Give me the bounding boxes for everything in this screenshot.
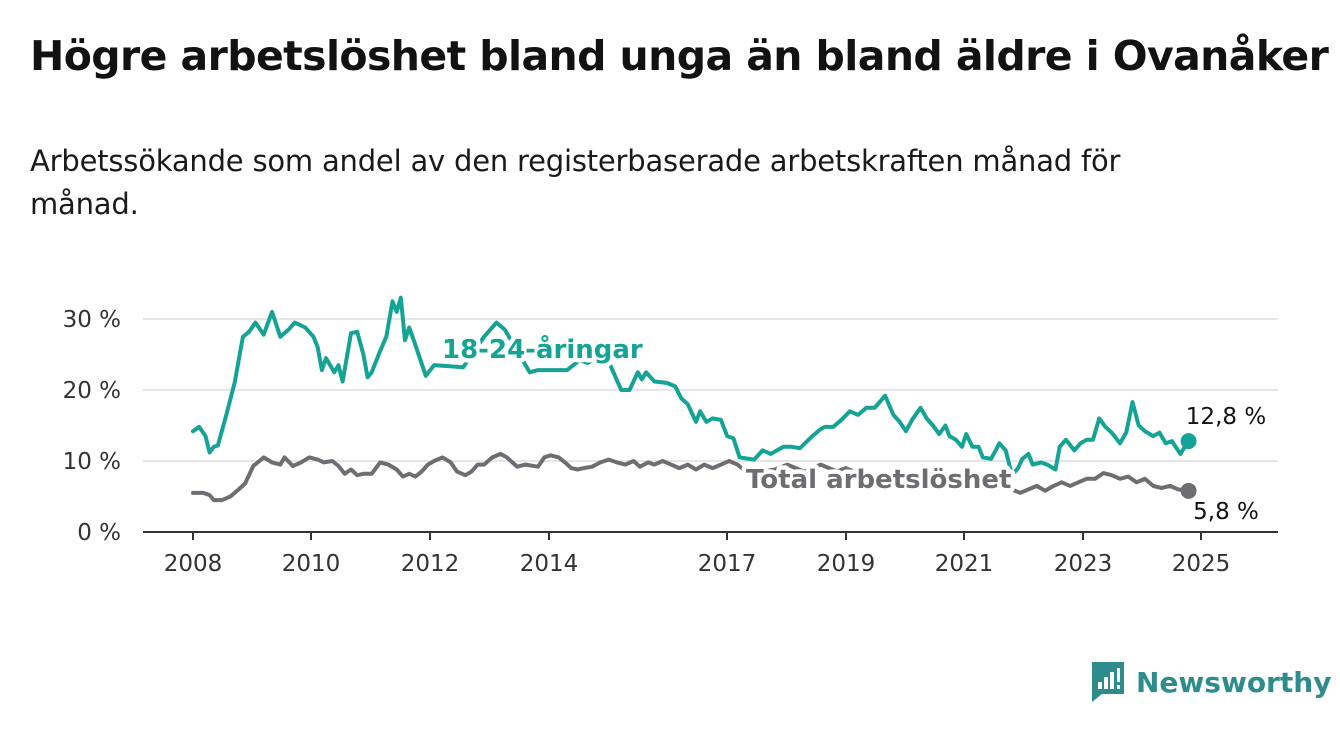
x-tick-label: 2012 [401, 551, 460, 577]
series-line-18-24 [191, 295, 1191, 478]
newsworthy-logo-icon [1092, 662, 1124, 702]
x-tick-label: 2014 [520, 551, 579, 577]
x-tick-label: 2021 [935, 551, 994, 577]
x-tick-label: 2023 [1054, 551, 1113, 577]
x-axis: 2008 2010 2012 2014 2017 2019 2021 2023 2025 [143, 531, 1278, 577]
x-tick-label: 2008 [164, 551, 223, 577]
end-point-total [1180, 482, 1197, 499]
y-tick-label: 20 % [63, 378, 121, 404]
x-tick-label: 2025 [1172, 551, 1231, 577]
end-label-total-halo: 5,8 % [1193, 499, 1259, 525]
end-label-total: 5,8 % [1193, 499, 1259, 525]
newsworthy-logo[interactable]: Newsworthy [1090, 660, 1331, 704]
x-tick-label: 2017 [698, 551, 757, 577]
end-label-18-24-halo: 12,8 % [1186, 404, 1266, 430]
end-point-18-24 [1180, 433, 1197, 450]
y-tick-label: 0 % [77, 520, 121, 546]
chart-title: Högre arbetslöshet bland unga än bland ä… [30, 32, 1329, 80]
series-lines [191, 295, 1197, 503]
series-label-18-24: 18-24-åringar [442, 333, 643, 365]
series-line-total [191, 451, 1191, 503]
logo-text: Newsworthy [1136, 665, 1332, 699]
series-label-total: Total arbetslöshet [746, 465, 1011, 495]
y-tick-label: 30 % [63, 307, 121, 333]
y-axis-ticks: 0 % 10 % 20 % 30 % [63, 307, 121, 546]
chart-subtitle: Arbetssökande som andel av den registerb… [30, 144, 1121, 221]
y-tick-label: 10 % [63, 449, 121, 475]
end-label-18-24: 12,8 % [1186, 404, 1266, 430]
x-tick-label: 2010 [282, 551, 341, 577]
series-label-total-halo: Total arbetslöshet [746, 465, 1011, 495]
x-tick-label: 2019 [817, 551, 876, 577]
series-label-18-24-halo: 18-24-åringar [442, 333, 643, 365]
